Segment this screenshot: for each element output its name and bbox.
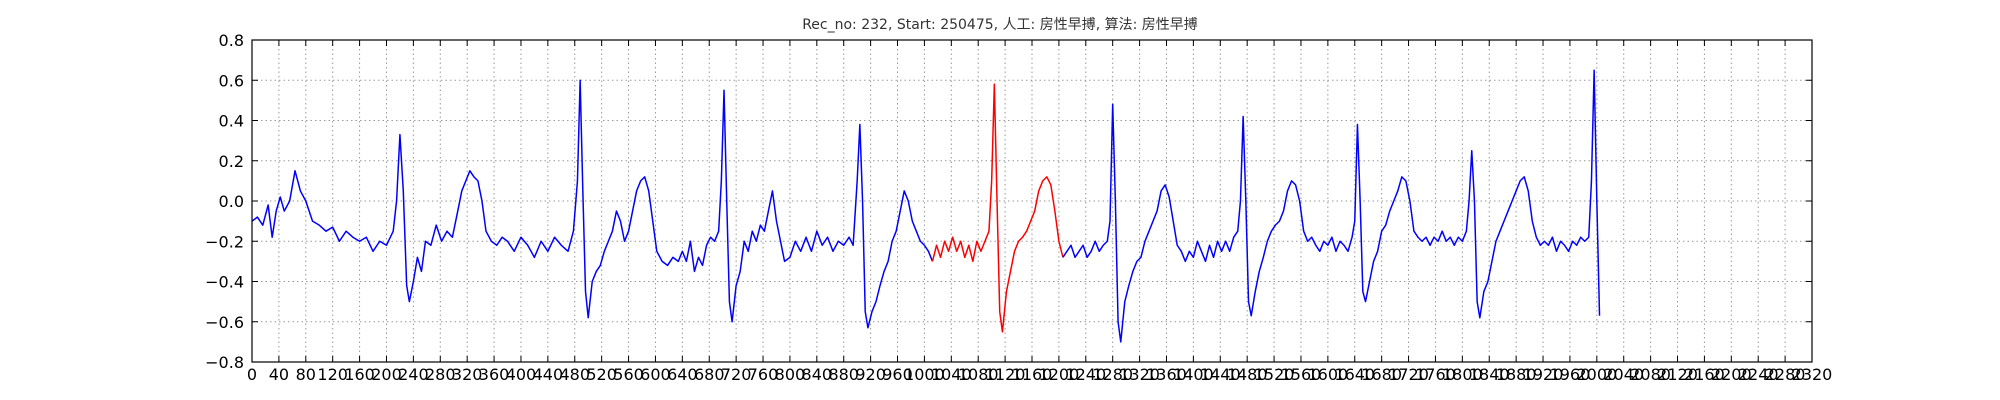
x-tick-label: 1280 (1092, 365, 1133, 384)
x-tick-label: 2040 (1603, 365, 1644, 384)
x-tick-label: 880 (828, 365, 859, 384)
x-tick-label: 1920 (1523, 365, 1564, 384)
x-tick-label: 2160 (1684, 365, 1725, 384)
x-tick-label: 600 (640, 365, 671, 384)
x-tick-label: 280 (425, 365, 456, 384)
y-tick-label: 0.4 (219, 112, 244, 131)
x-tick-label: 480 (559, 365, 590, 384)
x-tick-label: 520 (586, 365, 617, 384)
x-tick-label: 1520 (1254, 365, 1295, 384)
x-tick-label: 760 (748, 365, 779, 384)
x-tick-label: 0 (247, 365, 257, 384)
x-tick-label: 1080 (958, 365, 999, 384)
x-tick-label: 1480 (1227, 365, 1268, 384)
x-tick-label: 1680 (1361, 365, 1402, 384)
y-tick-label: −0.8 (205, 353, 244, 372)
axis-ticks (251, 39, 1813, 363)
x-tick-label: 560 (613, 365, 644, 384)
x-tick-label: 1560 (1281, 365, 1322, 384)
x-tick-label: 400 (506, 365, 537, 384)
y-tick-label: 0.6 (219, 71, 244, 90)
y-tick-labels: −0.8 −0.6 −0.4 −0.2 0.0 0.2 0.4 0.6 0.8 (205, 31, 244, 372)
grid-lines (252, 40, 1812, 362)
x-tick-label: 840 (802, 365, 833, 384)
x-tick-label: 80 (296, 365, 316, 384)
y-tick-label: −0.4 (205, 273, 244, 292)
x-tick-label: 1200 (1039, 365, 1080, 384)
x-tick-label: 1640 (1334, 365, 1375, 384)
y-tick-label: 0.0 (219, 192, 244, 211)
x-tick-label: 40 (269, 365, 289, 384)
x-tick-label: 1840 (1469, 365, 1510, 384)
y-tick-label: −0.2 (205, 232, 244, 251)
x-tick-label: 160 (344, 365, 375, 384)
x-tick-label: 2120 (1657, 365, 1698, 384)
x-tick-label: 200 (371, 365, 402, 384)
x-tick-label: 240 (398, 365, 429, 384)
x-tick-label: 1320 (1119, 365, 1160, 384)
x-tick-label: 720 (721, 365, 752, 384)
x-tick-label: 2280 (1765, 365, 1806, 384)
x-tick-label: 1440 (1200, 365, 1241, 384)
x-tick-label: 1600 (1308, 365, 1349, 384)
x-tick-label: 1040 (931, 365, 972, 384)
x-tick-label: 920 (855, 365, 886, 384)
x-tick-label: 1760 (1415, 365, 1456, 384)
x-tick-labels: 0 40 80 12016020024028032036040044048052056… (247, 365, 1832, 384)
x-tick-label: 2320 (1792, 365, 1833, 384)
y-tick-label: 0.8 (219, 31, 244, 50)
x-tick-label: 1720 (1388, 365, 1429, 384)
x-tick-label: 960 (882, 365, 913, 384)
x-tick-label: 1120 (985, 365, 1026, 384)
ecg-series-line-2 (931, 83, 1064, 333)
ecg-series-line-1 (251, 79, 934, 329)
x-tick-label: 1400 (1173, 365, 1214, 384)
chart-title: Rec_no: 232, Start: 250475, 人工: 房性早搏, 算法… (802, 16, 1198, 33)
x-tick-label: 440 (533, 365, 564, 384)
x-tick-label: 1000 (904, 365, 945, 384)
x-tick-label: 360 (479, 365, 510, 384)
ecg-series-line-3 (1062, 69, 1601, 343)
x-tick-label: 2000 (1576, 365, 1617, 384)
x-tick-label: 680 (694, 365, 725, 384)
y-tick-label: 0.2 (219, 152, 244, 171)
x-tick-label: 120 (317, 365, 348, 384)
x-tick-label: 1240 (1065, 365, 1106, 384)
x-tick-label: 2200 (1711, 365, 1752, 384)
x-tick-label: 2080 (1630, 365, 1671, 384)
x-tick-label: 1360 (1146, 365, 1187, 384)
x-tick-label: 640 (667, 365, 698, 384)
x-tick-label: 1960 (1550, 365, 1591, 384)
x-tick-label: 320 (452, 365, 483, 384)
x-tick-label: 800 (775, 365, 806, 384)
series-lines (251, 69, 1601, 343)
x-tick-label: 1800 (1442, 365, 1483, 384)
x-tick-label: 2240 (1738, 365, 1779, 384)
x-tick-label: 1880 (1496, 365, 1537, 384)
x-tick-label: 1160 (1012, 365, 1053, 384)
y-tick-label: −0.6 (205, 313, 244, 332)
